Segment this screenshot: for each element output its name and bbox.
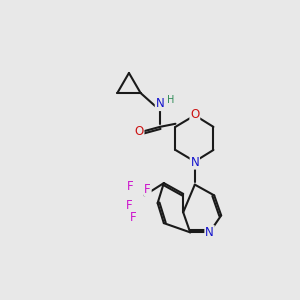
Text: F: F	[126, 199, 132, 212]
Text: O: O	[134, 125, 144, 138]
Text: O: O	[190, 108, 200, 121]
Text: H: H	[167, 95, 175, 105]
Text: F: F	[130, 211, 137, 224]
Text: N: N	[190, 156, 199, 169]
Text: N: N	[156, 97, 164, 110]
Text: N: N	[205, 226, 214, 239]
Text: F: F	[127, 180, 134, 194]
Text: F: F	[144, 183, 151, 196]
